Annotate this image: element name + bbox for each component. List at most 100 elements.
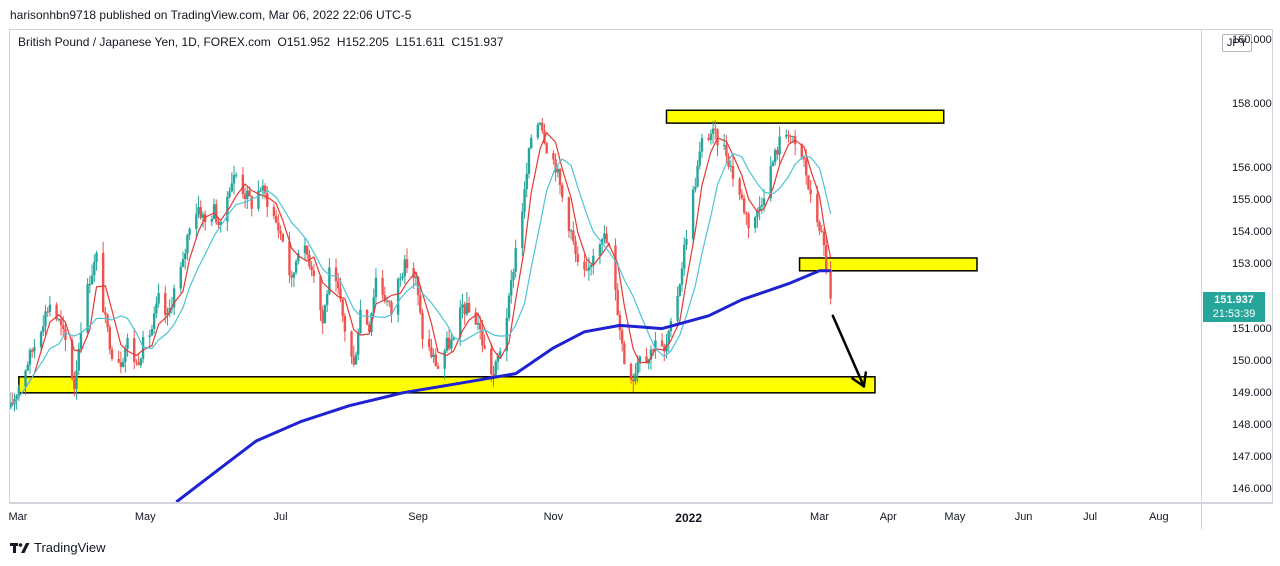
candle — [28, 347, 32, 375]
candle — [521, 202, 524, 257]
candle — [789, 134, 792, 144]
candle — [787, 130, 790, 143]
candle — [168, 299, 171, 318]
candle — [707, 133, 710, 142]
candle — [483, 334, 486, 350]
candle — [104, 306, 107, 324]
candle — [108, 324, 112, 355]
candle — [343, 312, 347, 342]
time-tick-label: Sep — [408, 511, 428, 523]
candle — [463, 301, 466, 325]
brand-name: TradingView — [34, 540, 106, 555]
price-tick-label: 146.000 — [1232, 483, 1272, 496]
candle — [350, 330, 353, 364]
price-chart[interactable] — [10, 30, 1201, 502]
candle — [585, 258, 588, 271]
price-zone[interactable] — [798, 257, 978, 272]
candle — [685, 229, 688, 250]
candle — [64, 323, 67, 351]
candle — [199, 200, 202, 220]
candle — [325, 289, 329, 312]
tradingview-brand[interactable]: TradingView — [10, 540, 106, 555]
candle — [536, 122, 540, 140]
candle — [319, 275, 322, 321]
moving-averages — [10, 132, 832, 502]
candle — [396, 277, 400, 323]
last-price-tag: 151.937 21:53:39 — [1203, 292, 1265, 322]
candle — [807, 175, 810, 190]
candle — [632, 373, 635, 392]
candle — [201, 211, 205, 228]
candle — [711, 120, 715, 144]
candle — [645, 347, 648, 364]
candle — [800, 143, 803, 160]
candle — [574, 235, 577, 262]
candle — [368, 321, 371, 333]
currency-button[interactable]: JPY — [1222, 34, 1252, 52]
candle — [809, 180, 812, 203]
candle — [26, 361, 29, 372]
candle — [106, 313, 109, 333]
candle — [210, 215, 214, 226]
candle — [758, 196, 761, 220]
trend-arrow[interactable] — [831, 314, 868, 388]
time-tick-label: Apr — [879, 511, 897, 523]
candle — [412, 262, 415, 290]
candle — [474, 307, 477, 326]
candle — [15, 393, 18, 410]
candle — [10, 392, 12, 410]
publisher-line: harisonhbn9718 published on TradingView.… — [10, 8, 412, 22]
time-tick-label: May — [134, 511, 156, 523]
candle — [816, 185, 819, 227]
candle — [467, 296, 471, 314]
candle — [17, 384, 21, 401]
price-tick-label: 155.000 — [1232, 194, 1272, 207]
candle — [629, 362, 633, 384]
candle — [30, 347, 34, 358]
candle — [203, 210, 207, 231]
candle — [303, 236, 307, 260]
candle — [558, 167, 562, 195]
candle — [312, 264, 316, 284]
time-tick-label: Mar — [810, 511, 829, 523]
candle — [773, 148, 777, 166]
candle — [510, 269, 513, 304]
candle — [421, 309, 424, 349]
candle — [405, 248, 409, 274]
price-zone[interactable] — [665, 109, 945, 124]
candle — [552, 150, 555, 165]
candle — [11, 392, 14, 407]
moving-average-line-3 — [175, 269, 831, 502]
candle — [135, 359, 138, 366]
candle — [374, 268, 378, 305]
candle — [274, 210, 278, 224]
candle — [445, 331, 449, 353]
candle — [79, 322, 83, 354]
candle — [427, 329, 431, 352]
candle — [822, 228, 826, 256]
candle — [638, 355, 642, 373]
candle — [88, 275, 92, 294]
ohlc-values: O151.952 H152.205 L151.611 C151.937 — [277, 35, 504, 49]
candle — [383, 286, 387, 304]
candle — [541, 117, 544, 134]
moving-average-line-1 — [10, 132, 832, 410]
symbol-name: British Pound / Japanese Yen, 1D, FOREX.… — [18, 35, 271, 49]
price-tick-label: 160.000 — [1232, 33, 1272, 46]
price-tick-label: 154.000 — [1232, 226, 1272, 239]
candle — [461, 293, 464, 319]
candle — [230, 172, 233, 193]
candle — [514, 239, 517, 278]
candle — [297, 249, 300, 265]
candle — [465, 292, 469, 317]
candle — [294, 259, 298, 275]
candle — [73, 371, 76, 397]
candle — [164, 285, 167, 324]
candle — [694, 177, 697, 193]
candle — [600, 238, 604, 254]
candle — [667, 329, 670, 353]
candle — [745, 211, 748, 226]
candle — [490, 343, 493, 382]
candle — [527, 147, 531, 179]
candle — [740, 189, 744, 201]
